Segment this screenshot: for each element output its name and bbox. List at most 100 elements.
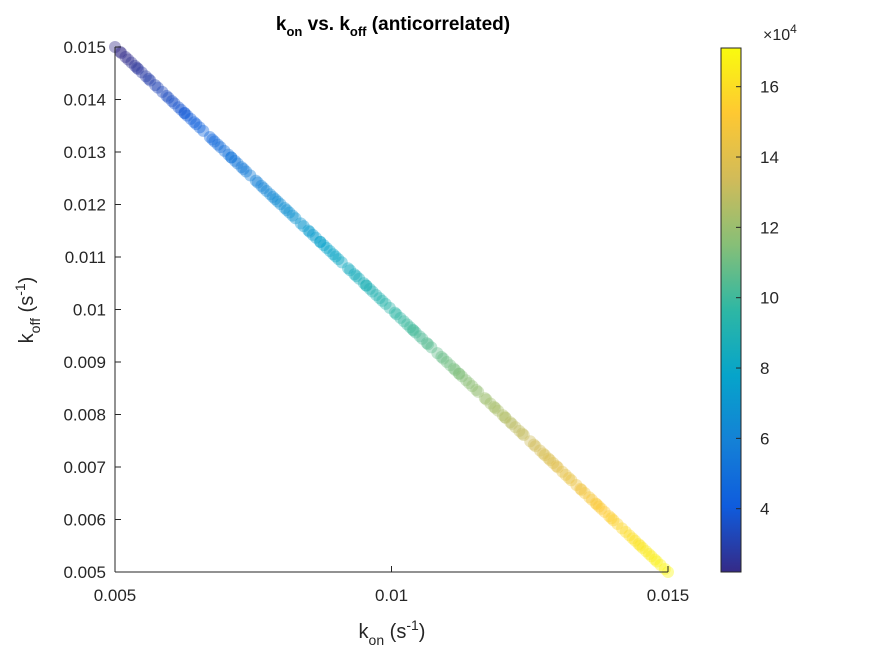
data-point <box>595 502 608 515</box>
data-point <box>214 141 227 154</box>
data-point <box>122 53 135 66</box>
data-point <box>516 427 529 440</box>
y-tick-label: 0.012 <box>63 196 106 215</box>
data-point <box>623 529 636 542</box>
data-point <box>496 409 509 422</box>
data-point <box>643 547 656 560</box>
data-point <box>472 385 485 398</box>
data-point <box>257 182 270 195</box>
data-point <box>547 457 560 469</box>
data-point <box>332 253 345 266</box>
xlabel-base: k <box>359 621 370 643</box>
data-point <box>470 383 483 396</box>
data-point <box>260 184 273 197</box>
data-point <box>225 151 238 164</box>
data-point <box>344 264 357 277</box>
data-point <box>551 461 564 474</box>
data-point <box>460 374 473 387</box>
data-point <box>648 553 661 566</box>
data-point <box>206 133 219 146</box>
data-point <box>235 161 248 174</box>
colorbar-tick-label: 12 <box>760 218 779 237</box>
y-tick-label: 0.008 <box>63 406 106 425</box>
data-point <box>478 392 491 405</box>
data-point <box>149 79 162 92</box>
xlabel-unit-suffix: ) <box>419 621 426 643</box>
data-point <box>314 235 327 248</box>
data-point <box>128 59 141 72</box>
data-point <box>447 362 460 375</box>
data-point <box>286 209 299 222</box>
data-point <box>271 195 284 208</box>
data-point <box>435 350 448 363</box>
data-point <box>466 380 479 393</box>
data-point <box>406 323 419 336</box>
data-point <box>139 70 152 83</box>
data-point <box>135 66 148 79</box>
data-point <box>492 404 505 417</box>
data-point <box>228 154 241 167</box>
plot-area: 0.005 0.01 0.015 0.005 0.006 0.007 0.008 0.009… <box>63 38 689 605</box>
data-point <box>409 326 422 339</box>
data-point <box>444 359 457 372</box>
data-point <box>244 169 257 182</box>
data-point <box>616 522 629 535</box>
data-point <box>289 212 302 225</box>
colorbar-tick-label: 10 <box>760 289 779 308</box>
data-point <box>440 356 453 369</box>
colorbar-tick-label: 4 <box>760 500 769 519</box>
data-point <box>559 468 572 481</box>
data-point <box>156 85 169 98</box>
data-point <box>654 558 667 571</box>
data-point <box>449 364 462 377</box>
data-point <box>626 532 639 545</box>
data-point <box>317 239 330 252</box>
data-point <box>524 435 537 448</box>
data-point <box>274 198 287 211</box>
data-point <box>115 46 128 59</box>
colorbar-multiplier: ×104 <box>763 22 797 44</box>
data-point <box>278 202 291 215</box>
data-point <box>598 505 611 518</box>
data-point <box>132 63 145 76</box>
data-point <box>190 118 203 131</box>
data-point <box>360 279 373 292</box>
data-point <box>583 491 596 504</box>
data-point <box>119 50 132 63</box>
title-on-subscript: on <box>286 24 302 39</box>
data-point <box>556 465 569 478</box>
data-point <box>251 176 264 189</box>
data-point <box>222 148 235 161</box>
y-tick-label: 0.01 <box>73 301 106 320</box>
data-point <box>303 225 316 238</box>
y-ticks: 0.005 0.006 0.007 0.008 0.009 0.01 0.011 0.012 0… <box>63 38 121 582</box>
colorbar-frame <box>720 47 742 573</box>
x-tick-label: 0.005 <box>94 586 137 605</box>
data-point <box>529 440 542 453</box>
y-tick-label: 0.006 <box>63 511 106 530</box>
data-point <box>225 151 238 164</box>
data-point <box>309 231 322 244</box>
data-point <box>611 518 624 531</box>
xlabel-subscript: on <box>369 632 385 648</box>
data-point <box>373 292 386 305</box>
data-point <box>607 514 620 527</box>
data-point <box>650 555 663 568</box>
data-point <box>509 421 522 434</box>
data-point <box>302 224 315 237</box>
data-point <box>640 545 653 558</box>
data-point <box>463 377 476 390</box>
data-point <box>366 285 379 298</box>
y-tick-label: 0.009 <box>63 353 106 372</box>
x-ticks: 0.005 0.01 0.015 <box>94 566 689 605</box>
colorbar-multiplier-exponent: 4 <box>790 22 797 36</box>
data-point <box>175 103 188 116</box>
data-point <box>527 438 540 451</box>
data-point <box>517 429 530 442</box>
data-point <box>401 318 414 331</box>
data-point <box>574 482 587 495</box>
data-point <box>544 454 557 467</box>
data-point <box>480 393 493 406</box>
data-point <box>162 91 175 104</box>
